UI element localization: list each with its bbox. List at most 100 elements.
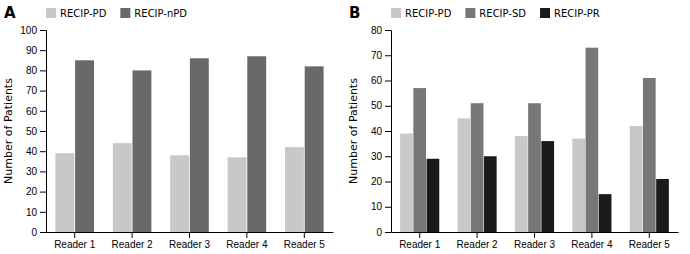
legend-label: RECIP-PR	[554, 8, 600, 19]
legend-label: RECIP-SD	[479, 8, 526, 19]
y-axis: 0 10 20 30 40 50 60 70 80	[371, 25, 392, 238]
x-tick-label: Reader 4	[571, 239, 613, 250]
y-tick-mark	[40, 91, 46, 92]
x-tick: Reader 3	[514, 232, 556, 250]
y-tick-mark	[385, 182, 391, 183]
bar	[572, 139, 585, 232]
bar	[656, 179, 669, 232]
y-tick-mark	[40, 212, 46, 213]
y-tick-label: 60	[371, 75, 383, 86]
y-tick-mark	[385, 55, 391, 56]
x-tick-mark	[591, 232, 592, 238]
y-tick: 60	[26, 106, 46, 117]
legend-swatch	[120, 8, 130, 18]
y-tick-mark	[40, 192, 46, 193]
bar	[458, 118, 471, 232]
x-tick-label: Reader 3	[514, 239, 556, 250]
x-tick: Reader 2	[457, 232, 499, 250]
y-tick: 80	[371, 25, 391, 36]
panel: 0102030405060708090100Reader 1Reader 2Re…	[2, 4, 334, 250]
x-tick-label: Reader 2	[457, 239, 499, 250]
y-tick: 0	[31, 227, 46, 238]
y-tick: 60	[371, 75, 391, 86]
legend-item: RECIP-SD	[465, 8, 526, 19]
x-tick-mark	[189, 232, 190, 238]
bar	[247, 56, 266, 232]
y-tick-label: 60	[26, 106, 38, 117]
y-tick-mark	[40, 70, 46, 71]
y-axis-title: Number of Patients	[2, 78, 15, 184]
y-tick-label: 70	[26, 85, 38, 96]
bar	[484, 156, 497, 232]
legend-swatch	[46, 8, 56, 18]
bar	[471, 103, 484, 232]
panel-title: A	[4, 4, 16, 22]
y-tick-label: 100	[20, 25, 37, 36]
y-tick: 0	[376, 227, 391, 238]
y-tick-label: 20	[371, 176, 383, 187]
y-axis: 0102030405060708090100	[20, 25, 46, 238]
y-tick-mark	[385, 156, 391, 157]
y-tick-mark	[40, 30, 46, 31]
x-tick-label: Reader 5	[629, 239, 671, 250]
y-tick: 90	[26, 45, 46, 56]
x-tick: Reader 2	[112, 232, 154, 250]
x-tick: Reader 4	[571, 232, 613, 250]
bar	[586, 48, 599, 232]
bar	[630, 126, 643, 232]
y-axis-line	[40, 31, 47, 233]
y-tick-label: 80	[26, 65, 38, 76]
bar	[228, 157, 247, 232]
y-tick-mark	[40, 171, 46, 172]
bar	[515, 136, 528, 232]
y-tick: 50	[371, 100, 391, 111]
legend-swatch	[465, 8, 475, 18]
x-tick: Reader 3	[169, 232, 211, 250]
legend: RECIP-PDRECIP-nPD	[46, 8, 187, 19]
x-tick: Reader 5	[629, 232, 671, 250]
bar	[55, 153, 74, 232]
y-tick-label: 50	[26, 126, 38, 137]
panel: 0 10 20 30 40 50 60 70 80 Reader 1 Reader 2 Reader …	[347, 4, 679, 250]
y-tick-label: 90	[26, 45, 38, 56]
bar	[400, 134, 413, 232]
legend-item: RECIP-PR	[540, 8, 600, 19]
bar	[190, 58, 209, 232]
y-tick-label: 40	[26, 146, 38, 157]
bar	[132, 70, 151, 232]
y-tick: 40	[371, 126, 391, 137]
y-tick: 70	[371, 50, 391, 61]
x-tick-mark	[534, 232, 535, 238]
y-tick-label: 10	[26, 207, 38, 218]
x-tick: Reader 1	[399, 232, 441, 250]
y-tick-label: 30	[371, 151, 383, 162]
y-tick-label: 50	[371, 100, 383, 111]
x-tick-mark	[304, 232, 305, 238]
y-tick: 80	[26, 65, 46, 76]
x-tick-label: Reader 1	[399, 239, 441, 250]
x-tick-mark	[419, 232, 420, 238]
bar	[170, 155, 189, 232]
y-tick-label: 40	[371, 126, 383, 137]
x-tick-mark	[246, 232, 247, 238]
legend-label: RECIP-nPD	[134, 8, 187, 19]
figure: 0102030405060708090100Reader 1Reader 2Re…	[0, 0, 690, 254]
x-tick-label: Reader 2	[112, 239, 154, 250]
bar	[599, 194, 612, 232]
y-tick: 50	[26, 126, 46, 137]
y-tick: 10	[371, 201, 391, 212]
x-tick-mark	[74, 232, 75, 238]
legend-swatch	[391, 8, 401, 18]
y-tick-label: 70	[371, 50, 383, 61]
y-tick-mark	[385, 232, 391, 233]
x-tick: Reader 5	[284, 232, 326, 250]
y-tick-mark	[385, 30, 391, 31]
y-tick-mark	[385, 106, 391, 107]
y-tick-mark	[40, 232, 46, 233]
x-tick-label: Reader 3	[169, 239, 211, 250]
bar	[413, 88, 426, 232]
bar	[528, 103, 541, 232]
legend-label: RECIP-PD	[405, 8, 452, 19]
y-tick: 30	[371, 151, 391, 162]
x-axis: Reader 1Reader 2Reader 3Reader 4Reader 5	[47, 232, 334, 250]
